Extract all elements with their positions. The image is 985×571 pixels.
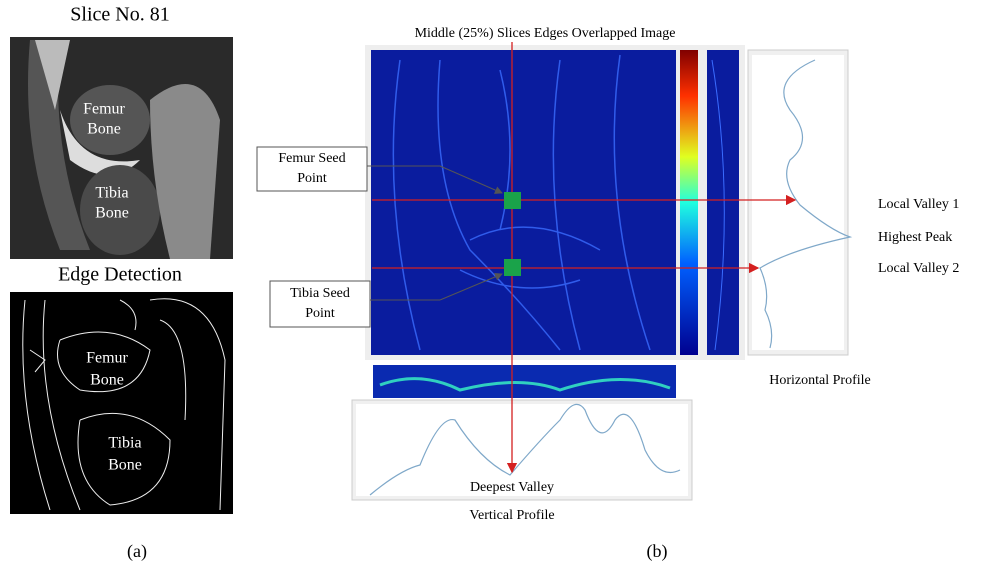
deepest-valley: Deepest Valley — [470, 480, 554, 495]
femur-label: Bone — [90, 372, 124, 389]
tibia-label: Bone — [108, 457, 142, 474]
vertical-profile-label: Vertical Profile — [469, 508, 554, 523]
panel-title: Middle (25%) Slices Edges Overlapped Ima… — [415, 26, 676, 41]
horizontal-profile-label: Horizontal Profile — [769, 373, 870, 388]
femur-seed-label: Femur Seed — [278, 151, 345, 166]
tibia-label: Tibia — [95, 185, 128, 202]
mri-slice — [10, 37, 233, 259]
edge-image — [10, 292, 233, 514]
tibia-label: Bone — [95, 205, 129, 222]
caption: (a) — [127, 541, 147, 562]
femur-label: Femur — [83, 101, 125, 118]
tibia-seed-point — [504, 259, 521, 276]
overlap-image — [365, 45, 745, 398]
slice-title: Slice No. 81 — [70, 4, 169, 26]
figure: Slice No. 81 Femur Bone Tibia Bone Edge … — [0, 0, 985, 571]
tibia-seed-label: Tibia Seed — [290, 286, 350, 301]
femur-label: Bone — [87, 121, 121, 138]
tibia-label: Tibia — [108, 435, 141, 452]
femur-seed-point — [504, 192, 521, 209]
tibia-seed-label: Point — [305, 306, 335, 321]
femur-label: Femur — [86, 350, 128, 367]
horizontal-profile-plot — [748, 50, 850, 355]
local-valley-2: Local Valley 2 — [878, 261, 959, 276]
local-valley-1: Local Valley 1 — [878, 197, 959, 212]
edge-title: Edge Detection — [58, 264, 182, 286]
femur-seed-label: Point — [297, 171, 327, 186]
caption: (b) — [647, 541, 668, 562]
highest-peak: Highest Peak — [878, 230, 952, 245]
